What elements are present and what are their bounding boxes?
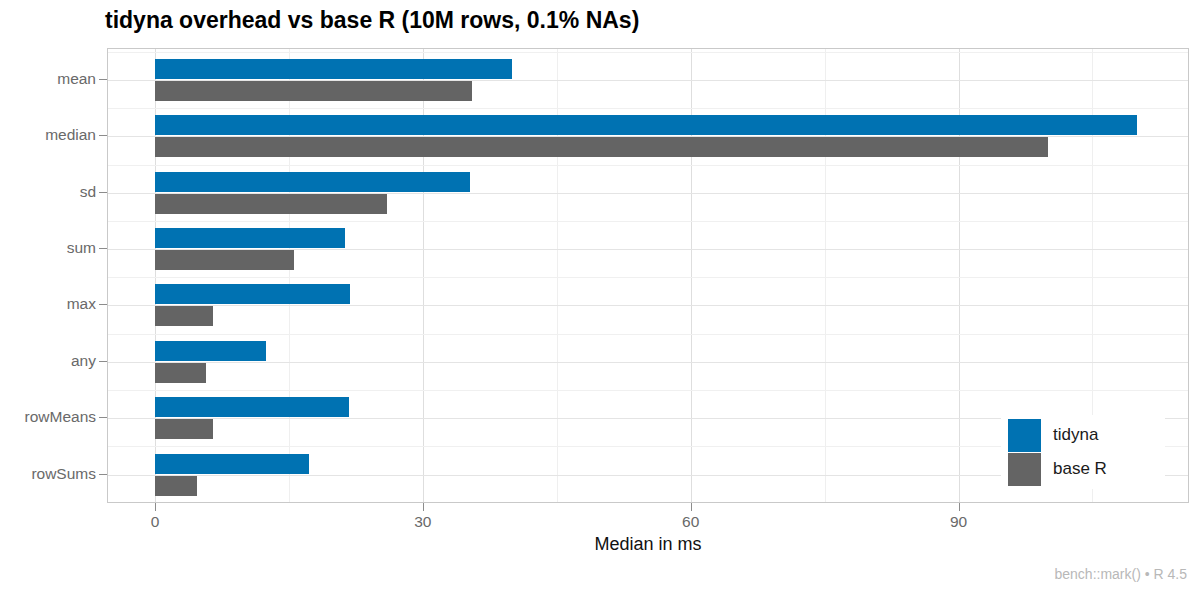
y-tick-label-sd: sd — [0, 183, 96, 201]
legend-swatch-base-r — [1008, 453, 1041, 486]
x-tick-mark — [691, 503, 692, 511]
bar-base-r-any — [155, 363, 206, 383]
y-tick-mark — [99, 248, 107, 249]
legend-item-tidyna: tidyna — [1008, 418, 1107, 452]
legend-item-base-r: base R — [1008, 452, 1107, 486]
x-tick-label-60: 60 — [661, 513, 721, 531]
gridline-y-minor — [108, 165, 1188, 166]
y-tick-mark — [99, 361, 107, 362]
bar-base-r-max — [155, 306, 213, 326]
y-tick-mark — [99, 79, 107, 80]
legend-swatch-tidyna — [1008, 419, 1041, 452]
y-tick-mark — [99, 135, 107, 136]
y-tick-label-rowSums: rowSums — [0, 465, 96, 483]
x-tick-label-30: 30 — [393, 513, 453, 531]
x-tick-mark — [423, 503, 424, 511]
y-tick-label-rowMeans: rowMeans — [0, 408, 96, 426]
gridline-y-major — [108, 305, 1188, 306]
y-tick-mark — [99, 417, 107, 418]
gridline-y-minor — [108, 108, 1188, 109]
bar-base-r-sum — [155, 250, 294, 270]
bar-base-r-sd — [155, 194, 387, 214]
chart-title: tidyna overhead vs base R (10M rows, 0.1… — [105, 7, 639, 34]
bar-tidyna-rowMeans — [155, 397, 349, 417]
gridline-y-minor — [108, 52, 1188, 53]
y-tick-mark — [99, 192, 107, 193]
x-tick-label-90: 90 — [929, 513, 989, 531]
bar-base-r-mean — [155, 81, 472, 101]
bar-tidyna-rowSums — [155, 454, 309, 474]
bar-base-r-median — [155, 137, 1048, 157]
bar-base-r-rowSums — [155, 476, 197, 496]
plot-panel: tidyna base R — [107, 48, 1189, 503]
bar-tidyna-sd — [155, 172, 470, 192]
y-tick-mark — [99, 474, 107, 475]
y-tick-label-mean: mean — [0, 70, 96, 88]
y-tick-label-median: median — [0, 126, 96, 144]
gridline-y-minor — [108, 334, 1188, 335]
y-tick-label-sum: sum — [0, 239, 96, 257]
x-axis-title: Median in ms — [107, 534, 1189, 555]
legend: tidyna base R — [1001, 415, 1165, 489]
y-tick-label-any: any — [0, 352, 96, 370]
bar-tidyna-any — [155, 341, 266, 361]
y-tick-label-max: max — [0, 295, 96, 313]
x-tick-mark — [959, 503, 960, 511]
chart-figure: tidyna overhead vs base R (10M rows, 0.1… — [0, 0, 1200, 600]
bar-base-r-rowMeans — [155, 419, 213, 439]
legend-label-base-r: base R — [1053, 459, 1107, 479]
bar-tidyna-max — [155, 284, 350, 304]
x-tick-mark — [155, 503, 156, 511]
gridline-y-minor — [108, 390, 1188, 391]
bar-tidyna-median — [155, 115, 1137, 135]
legend-label-tidyna: tidyna — [1053, 425, 1098, 445]
bar-tidyna-mean — [155, 59, 512, 79]
gridline-y-minor — [108, 277, 1188, 278]
gridline-y-minor — [108, 221, 1188, 222]
y-tick-mark — [99, 304, 107, 305]
caption: bench::mark() • R 4.5 — [1054, 566, 1187, 582]
gridline-y-major — [108, 362, 1188, 363]
bar-tidyna-sum — [155, 228, 345, 248]
x-tick-label-0: 0 — [125, 513, 185, 531]
